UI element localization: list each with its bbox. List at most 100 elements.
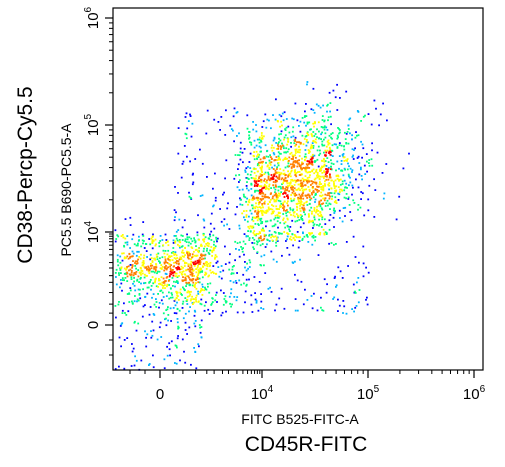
event-point xyxy=(137,322,140,325)
event-point xyxy=(273,210,275,213)
event-point xyxy=(311,163,314,166)
event-point xyxy=(136,298,139,301)
event-point xyxy=(184,276,187,279)
event-point xyxy=(306,164,309,166)
event-point xyxy=(324,132,327,135)
event-point xyxy=(120,267,123,270)
event-point xyxy=(241,204,244,206)
event-point xyxy=(172,252,175,254)
event-point xyxy=(358,162,361,164)
event-point xyxy=(330,133,333,135)
event-point xyxy=(220,277,223,280)
event-point xyxy=(239,141,242,144)
event-point xyxy=(298,125,300,127)
event-point xyxy=(360,168,362,171)
event-point xyxy=(284,158,286,160)
event-point xyxy=(200,303,203,306)
event-point xyxy=(274,172,277,175)
event-point xyxy=(292,118,295,121)
event-point xyxy=(263,264,265,267)
event-point xyxy=(228,261,231,264)
event-point xyxy=(262,308,265,310)
event-point xyxy=(284,128,286,130)
event-point xyxy=(239,151,242,153)
event-point xyxy=(262,160,264,163)
event-point xyxy=(245,216,248,218)
event-point xyxy=(260,139,262,142)
event-point xyxy=(292,179,294,182)
event-point xyxy=(314,201,316,203)
event-point xyxy=(298,141,301,144)
event-point xyxy=(253,276,256,278)
event-point xyxy=(193,314,196,317)
event-point xyxy=(176,308,179,310)
event-point xyxy=(285,240,287,242)
event-point xyxy=(248,161,251,163)
event-point xyxy=(269,179,271,182)
event-point xyxy=(170,340,173,343)
event-point xyxy=(346,168,349,171)
event-point xyxy=(158,302,161,304)
event-point xyxy=(290,169,293,172)
event-point xyxy=(166,345,168,348)
event-point xyxy=(277,157,280,160)
event-point xyxy=(294,150,297,152)
event-point xyxy=(312,236,315,239)
event-point xyxy=(134,289,137,292)
event-point xyxy=(335,189,338,192)
event-point xyxy=(254,168,257,170)
event-point xyxy=(338,193,341,196)
event-point xyxy=(305,166,307,169)
event-point xyxy=(286,202,288,205)
event-point xyxy=(264,113,267,116)
event-point xyxy=(273,159,276,162)
event-point xyxy=(257,309,260,312)
event-point xyxy=(337,199,340,201)
event-point xyxy=(189,197,192,200)
event-point xyxy=(209,282,212,285)
event-point xyxy=(194,320,197,322)
event-point xyxy=(258,201,261,204)
event-point xyxy=(124,218,127,220)
event-point xyxy=(272,195,274,198)
event-point xyxy=(213,118,216,121)
event-point xyxy=(281,112,284,115)
event-point xyxy=(283,147,285,150)
event-point xyxy=(177,260,180,263)
event-point xyxy=(160,276,163,279)
event-point xyxy=(301,161,303,164)
event-point xyxy=(300,185,303,187)
event-point xyxy=(248,136,251,139)
event-point xyxy=(272,212,274,214)
event-point xyxy=(312,87,315,90)
event-point xyxy=(126,337,129,339)
event-point xyxy=(304,158,306,161)
event-point xyxy=(153,303,156,306)
event-point xyxy=(154,279,157,281)
scatter-points-layer xyxy=(114,81,410,371)
event-point xyxy=(253,197,256,200)
event-point xyxy=(305,124,307,127)
event-point xyxy=(306,299,309,301)
event-point xyxy=(258,145,261,148)
event-point xyxy=(308,167,311,169)
event-point xyxy=(349,132,351,135)
event-point xyxy=(375,107,377,110)
event-point xyxy=(251,237,254,239)
event-point xyxy=(299,189,301,191)
event-point xyxy=(222,269,225,272)
event-point xyxy=(139,288,141,291)
event-point xyxy=(283,192,285,194)
event-point xyxy=(185,285,187,287)
event-point xyxy=(318,218,320,221)
event-point xyxy=(286,186,289,189)
event-point xyxy=(345,193,348,195)
event-point xyxy=(255,174,258,177)
event-point xyxy=(159,321,162,324)
event-point xyxy=(201,294,204,296)
event-point xyxy=(150,270,153,273)
event-point xyxy=(308,209,311,212)
event-point xyxy=(289,163,292,166)
event-point xyxy=(167,249,170,252)
